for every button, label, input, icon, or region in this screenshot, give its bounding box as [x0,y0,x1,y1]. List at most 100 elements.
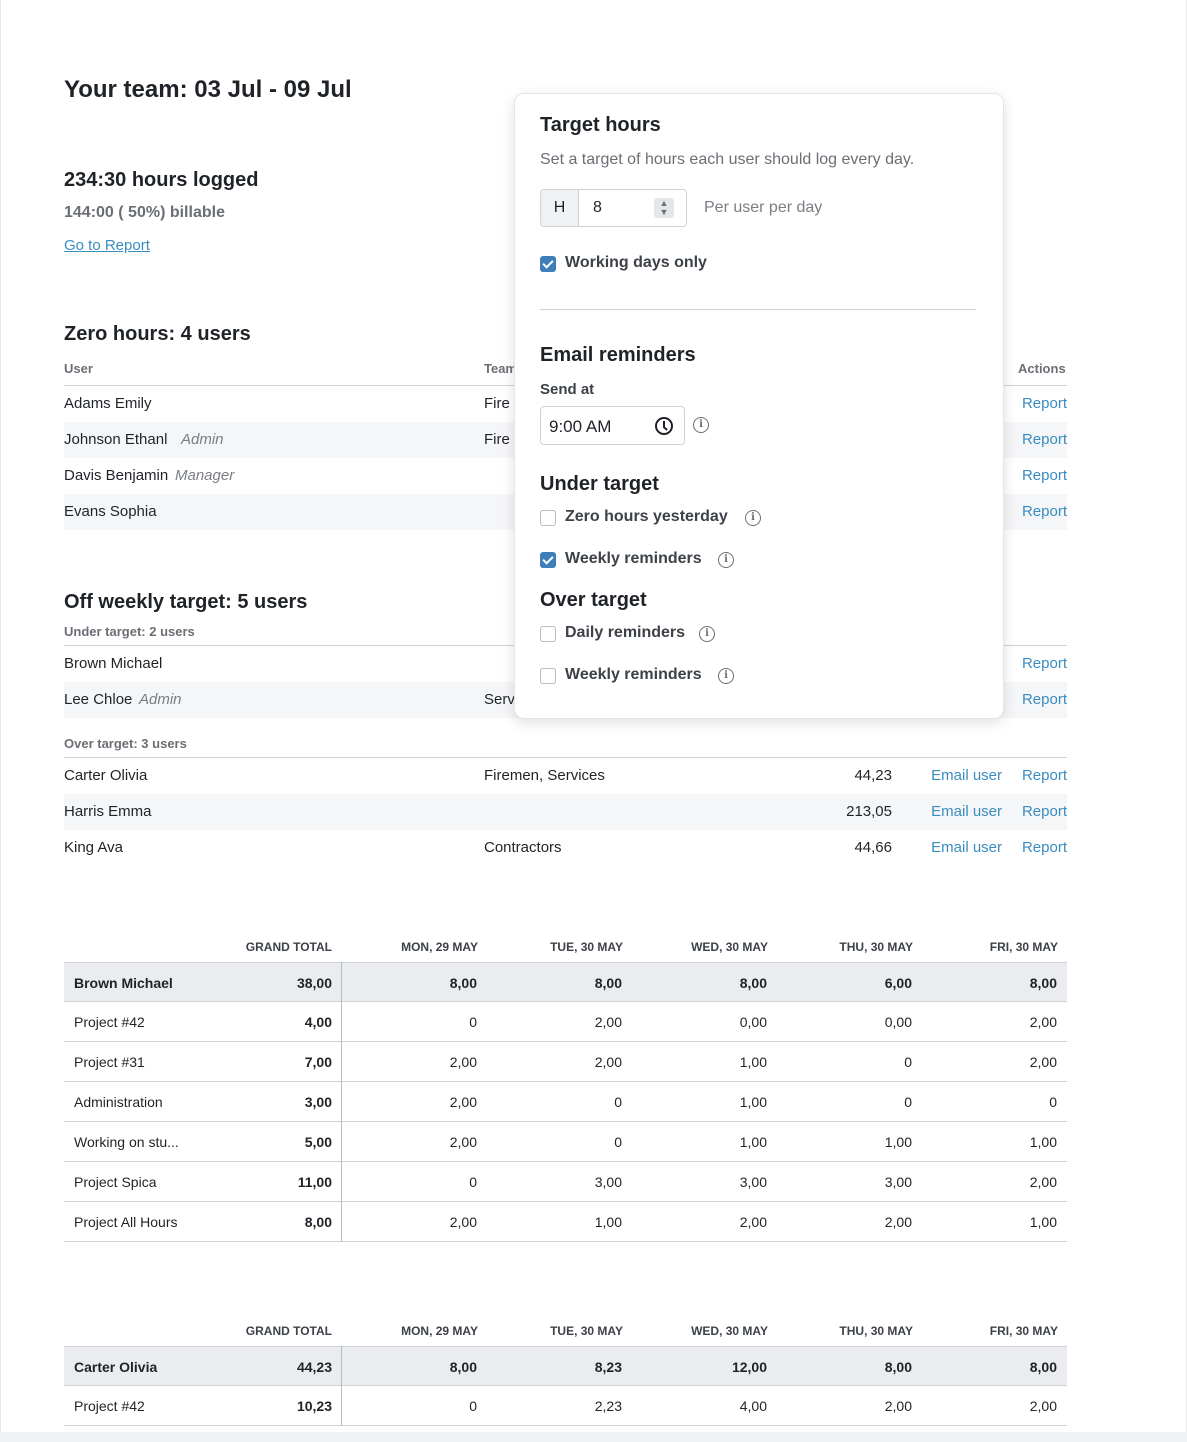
day-value: 2,00 [1029,1054,1057,1070]
table-column-header: FRI, 30 MAY [989,1324,1058,1338]
row-grand-total: 3,00 [304,1094,332,1110]
go-to-report-link[interactable]: Go to Report [64,237,150,254]
report-link[interactable]: Report [1021,655,1067,672]
info-icon[interactable]: i [699,626,715,642]
day-value: 1,00 [739,1134,767,1150]
email-user-link[interactable]: Email user [931,767,1002,784]
user-role: Manager [175,467,235,484]
table-row: Project #42 10,23 0 2,23 4,00 2,00 2,00 [64,1386,1067,1426]
info-icon[interactable]: i [718,668,734,684]
day-value: 2,00 [739,1214,767,1230]
page-title: Your team: 03 Jul - 09 Jul [64,76,352,103]
table-column-header: THU, 30 MAY [839,1324,913,1338]
target-hours-popover: Target hours Set a target of hours each … [514,93,1004,719]
day-value: 2,00 [594,1014,622,1030]
user-name: Adams Emily [64,395,152,412]
row-grand-total: 11,00 [297,1174,332,1190]
send-time-input[interactable]: 9:00 AM [540,406,685,445]
day-value: 1,00 [1029,1134,1057,1150]
over-target-row: King Ava Contractors 44,66 Email user Re… [64,830,1067,866]
report-link[interactable]: Report [1021,467,1067,484]
user-team: Serv [484,691,515,708]
table-column-header: MON, 29 MAY [401,1324,478,1338]
col-actions-header: Actions [1018,361,1066,376]
user-name: Davis Benjamin [64,467,169,484]
day-value: 1,00 [884,1134,912,1150]
over-target-title: Over target [540,589,647,611]
day-value: 8,00 [594,975,622,991]
target-hours-description: Set a target of hours each user should l… [540,151,915,168]
zero-hours-yesterday-label: Zero hours yesterday [565,508,728,525]
day-value: 0 [1049,1094,1057,1110]
day-value: 1,00 [1029,1214,1057,1230]
clock-icon[interactable] [655,417,673,435]
report-link[interactable]: Report [1021,691,1067,708]
day-value: 2,00 [884,1398,912,1414]
info-icon[interactable]: i [693,417,709,433]
email-user-link[interactable]: Email user [931,803,1002,820]
day-value: 2,00 [1029,1174,1057,1190]
day-value: 1,00 [739,1054,767,1070]
table-total-row: Brown Michael 38,00 8,00 8,00 8,00 6,00 8,00 [64,962,1067,1002]
row-name: Working on stu... [74,1134,179,1150]
user-hours: 44,66 [854,839,892,856]
hours-value[interactable]: 8 [593,199,602,216]
day-value: 8,00 [884,1359,912,1375]
grand-total-divider [341,1346,342,1426]
over-target-label: Over target: 3 users [64,736,187,751]
report-link[interactable]: Report [1021,395,1067,412]
day-value: 0 [614,1094,622,1110]
day-value: 2,00 [594,1054,622,1070]
day-value: 8,00 [1029,1359,1057,1375]
user-name: Lee Chloe [64,691,133,708]
row-name: Project #42 [74,1014,145,1030]
table-column-header: WED, 30 MAY [691,1324,768,1338]
weekly-reminders-over-checkbox[interactable] [540,668,556,684]
row-grand-total: 8,00 [304,1214,332,1230]
info-icon[interactable]: i [718,552,734,568]
day-value: 0,00 [739,1014,767,1030]
table-row: Working on stu... 5,00 2,00 0 1,00 1,00 1,00 [64,1122,1067,1162]
zero-hours-row: Adams Emily Fire Report [64,386,1067,422]
row-grand-total: 38,00 [296,975,332,991]
day-value: 8,00 [449,975,477,991]
user-role: Admin [181,431,224,448]
report-link[interactable]: Report [1021,767,1067,784]
email-user-link[interactable]: Email user [931,839,1002,856]
day-value: 8,00 [1029,975,1057,991]
over-target-row: Harris Emma 213,05 Email user Report [64,794,1067,830]
row-name: Project Spica [74,1174,157,1190]
user-role: Admin [139,691,182,708]
report-link[interactable]: Report [1021,803,1067,820]
working-days-checkbox[interactable] [540,256,556,272]
table-row: Project #42 4,00 0 2,00 0,00 0,00 2,00 [64,1002,1067,1042]
stepper-icon[interactable]: ▲ ▼ [654,198,674,218]
report-link[interactable]: Report [1021,839,1067,856]
weekly-reminders-under-checkbox[interactable] [540,552,556,568]
user-team: Fire [484,395,510,412]
info-icon[interactable]: i [745,510,761,526]
email-reminders-title: Email reminders [540,344,696,366]
hours-input[interactable]: H 8 ▲ ▼ [540,189,687,227]
table-row: Administration 3,00 2,00 0 1,00 0 0 [64,1082,1067,1122]
user-name: King Ava [64,839,123,856]
table-column-header: WED, 30 MAY [691,940,768,954]
report-link[interactable]: Report [1021,503,1067,520]
row-grand-total: 4,00 [304,1014,332,1030]
user-name: Johnson Ethanl [64,431,168,448]
zero-hours-title: Zero hours: 4 users [64,323,251,345]
grand-total-divider [341,962,342,1242]
under-target-row: Brown Michael Report [64,646,1067,682]
under-target-label: Under target: 2 users [64,624,195,639]
daily-reminders-label: Daily reminders [565,624,686,641]
day-value: 3,00 [884,1174,912,1190]
day-value: 2,00 [449,1214,477,1230]
daily-reminders-checkbox[interactable] [540,626,556,642]
day-value: 0 [614,1134,622,1150]
zero-hours-yesterday-checkbox[interactable] [540,510,556,526]
table-row: Project All Hours 8,00 2,00 1,00 2,00 2,00 1,0… [64,1202,1067,1242]
user-name: Evans Sophia [64,503,157,520]
day-value: 12,00 [731,1359,767,1375]
report-link[interactable]: Report [1021,431,1067,448]
row-name: Project All Hours [74,1214,178,1230]
